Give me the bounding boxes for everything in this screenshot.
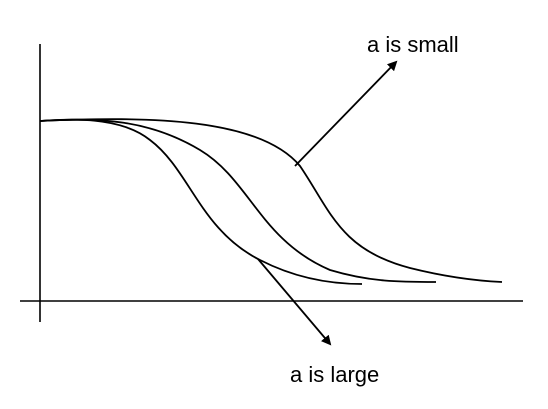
arrow-small: [294, 60, 398, 167]
label-a-large: a is large: [290, 362, 380, 387]
curve-small-a: [39, 118, 503, 283]
arrow-large: [257, 258, 332, 346]
label-a-small: a is small: [367, 32, 459, 57]
curve-medium-a: [39, 118, 437, 283]
curve-large-a: [39, 118, 363, 285]
